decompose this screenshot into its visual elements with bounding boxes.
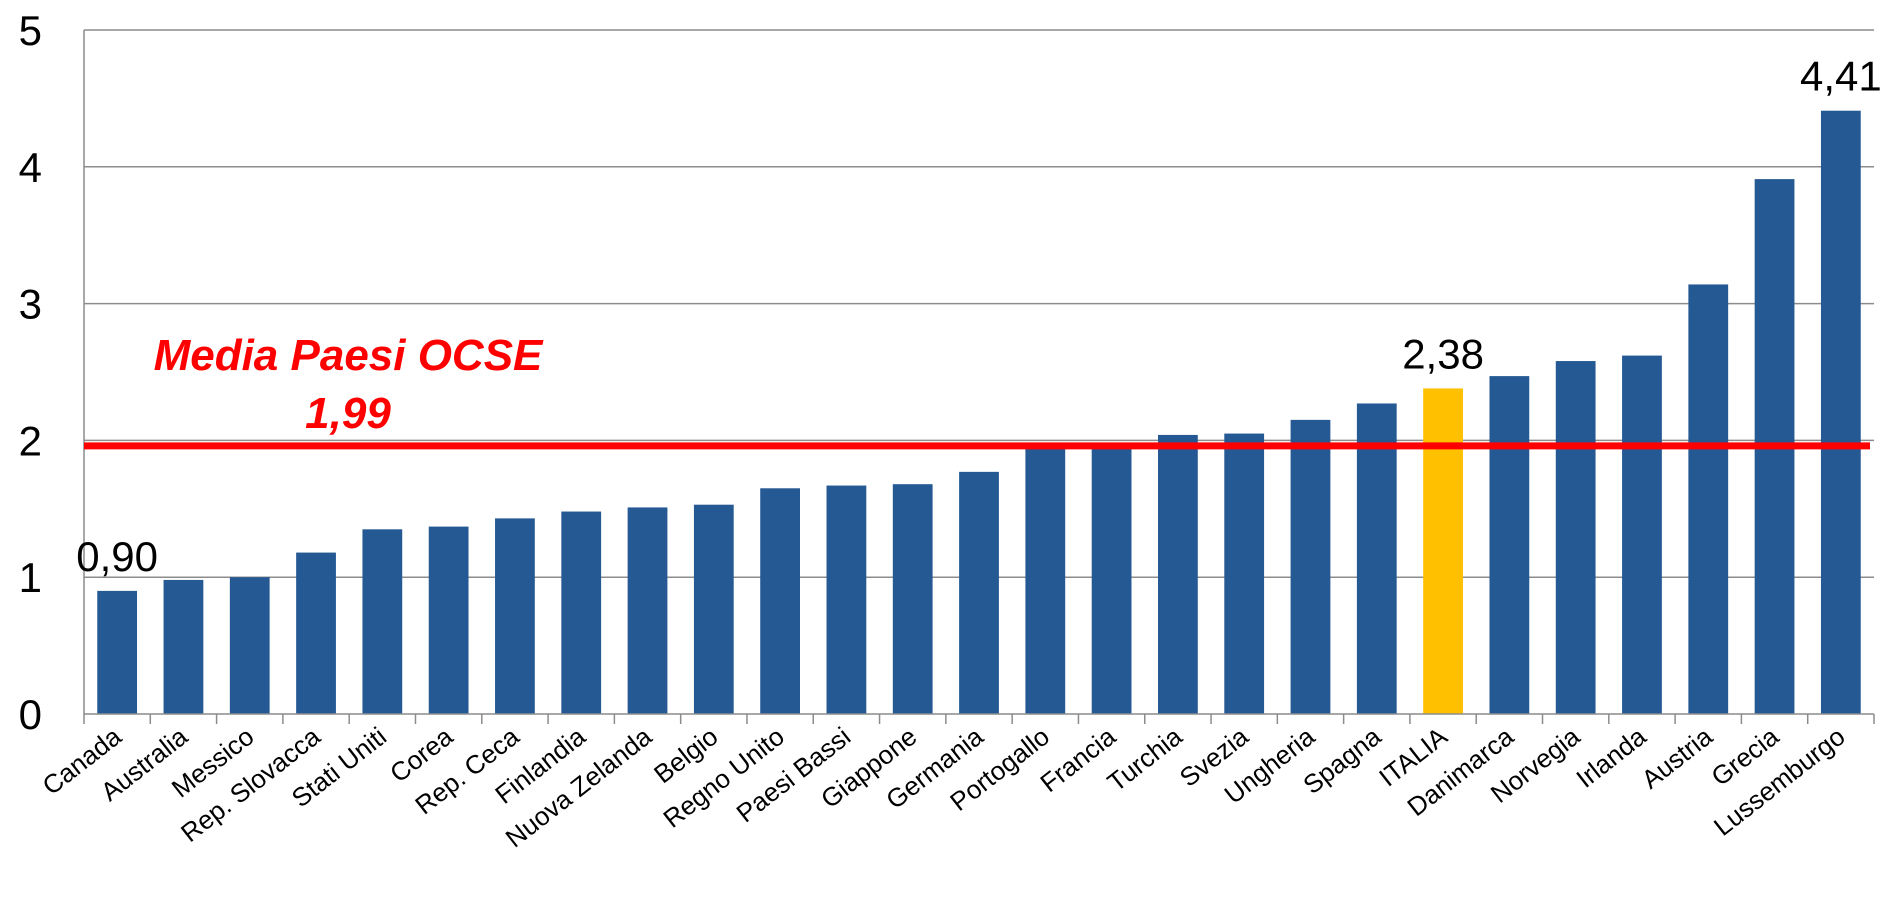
bar-corea bbox=[428, 526, 469, 714]
bar-irlanda bbox=[1622, 355, 1662, 714]
x-tick-label: Irlanda bbox=[1571, 721, 1653, 794]
x-tick-label: Turchia bbox=[1102, 721, 1188, 798]
y-tick-label: 2 bbox=[19, 417, 42, 464]
data-label: 0,90 bbox=[76, 533, 158, 580]
y-tick-label: 1 bbox=[19, 554, 42, 601]
data-labels: 0,90 2,38 4,41 bbox=[76, 53, 1881, 580]
y-tick-label: 4 bbox=[19, 144, 42, 191]
bar-paesi-bassi bbox=[826, 485, 867, 714]
bar-francia bbox=[1091, 444, 1132, 714]
oecd-average-label: Media Paesi OCSE bbox=[154, 331, 544, 380]
bar-rep-slovacca bbox=[296, 552, 336, 714]
bar-ungheria bbox=[1290, 419, 1331, 714]
y-tick-label: 0 bbox=[19, 691, 42, 738]
bar-giappone bbox=[892, 484, 933, 714]
bar-nuova-zelanda bbox=[627, 507, 668, 714]
bar-norvegia bbox=[1555, 361, 1596, 714]
y-tick-label: 5 bbox=[19, 7, 42, 54]
bar-messico bbox=[229, 577, 270, 714]
bar-stati-uniti bbox=[362, 529, 403, 714]
x-tick-label: Austria bbox=[1636, 721, 1719, 795]
bar-lussemburgo bbox=[1820, 110, 1861, 715]
bar-germania bbox=[959, 471, 999, 714]
y-axis-ticks: 0 1 2 3 4 5 bbox=[19, 7, 42, 738]
bar-belgio bbox=[693, 504, 734, 714]
bar-turchia bbox=[1158, 434, 1198, 714]
bar-svezia bbox=[1224, 433, 1265, 714]
bar-portogallo bbox=[1025, 445, 1066, 714]
bar-spagna bbox=[1356, 403, 1397, 714]
x-axis-tick-marks bbox=[83, 714, 1875, 724]
bar-canada bbox=[97, 590, 138, 714]
bar-rep-ceca bbox=[495, 518, 535, 714]
bar-australia bbox=[163, 579, 204, 714]
x-tick-label: Spagna bbox=[1297, 721, 1387, 800]
bar-italia bbox=[1423, 388, 1463, 714]
bar-danimarca bbox=[1489, 376, 1530, 714]
data-label: 4,41 bbox=[1800, 53, 1882, 100]
bar-finlandia bbox=[561, 511, 602, 714]
y-tick-label: 3 bbox=[19, 281, 42, 328]
data-label: 2,38 bbox=[1402, 330, 1484, 377]
bar-austria bbox=[1688, 284, 1729, 714]
oecd-average-value: 1,99 bbox=[305, 389, 391, 438]
bar-regno-unito bbox=[760, 488, 800, 714]
x-tick-label: Francia bbox=[1034, 721, 1121, 798]
